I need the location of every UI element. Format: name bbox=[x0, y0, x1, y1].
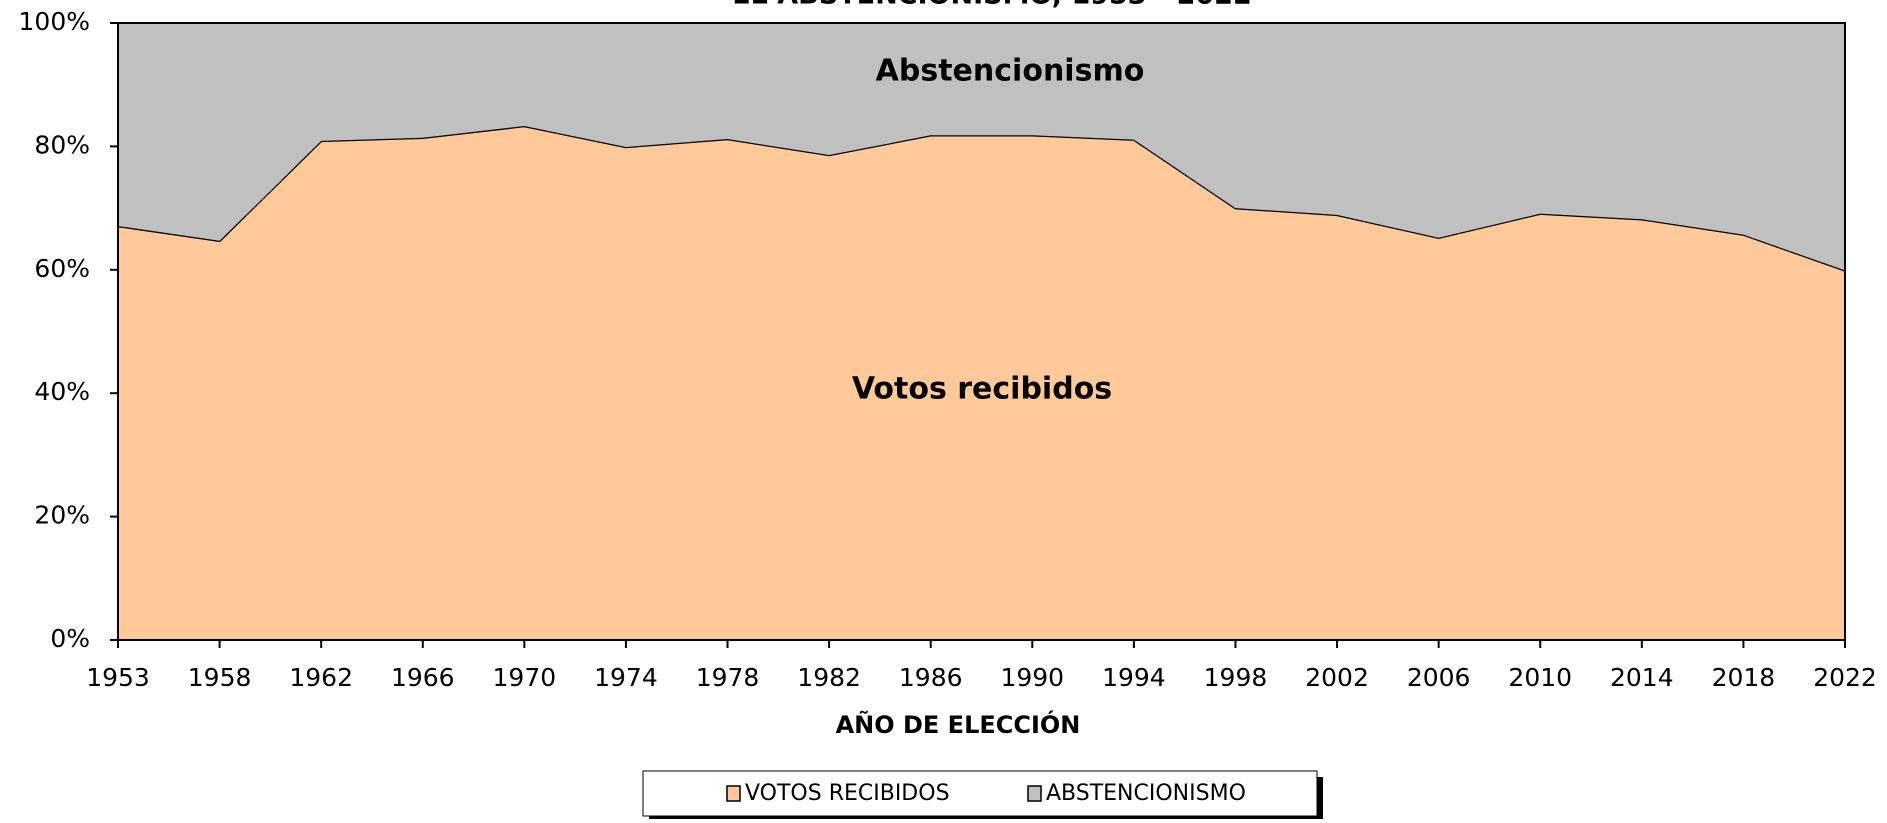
y-tick-label: 20% bbox=[34, 501, 90, 530]
y-tick-label: 40% bbox=[34, 377, 90, 406]
x-tick-label: 1966 bbox=[391, 663, 455, 692]
x-tick-label: 2018 bbox=[1712, 663, 1776, 692]
x-tick-label: 1970 bbox=[493, 663, 557, 692]
x-tick-label: 1953 bbox=[86, 663, 150, 692]
area bbox=[118, 23, 1845, 271]
x-axis-label: AÑO DE ELECCIÓN bbox=[836, 709, 1081, 739]
x-tick-label: 2010 bbox=[1508, 663, 1572, 692]
x-tick-label: 1962 bbox=[289, 663, 353, 692]
y-tick-label: 100% bbox=[19, 7, 90, 36]
x-tick-label: 2006 bbox=[1407, 663, 1471, 692]
x-tick-label: 2022 bbox=[1813, 663, 1877, 692]
legend-label: ABSTENCIONISMO bbox=[1046, 781, 1246, 806]
legend-swatch bbox=[1027, 785, 1042, 802]
x-tick-label: 1998 bbox=[1204, 663, 1268, 692]
chart-title: EL ABSTENCIONISMO, 1953 - 2022 bbox=[732, 0, 1252, 11]
x-tick-label: 1974 bbox=[594, 663, 658, 692]
y-tick-label: 0% bbox=[50, 624, 90, 653]
legend-box bbox=[642, 770, 1318, 817]
x-tick-label: 1986 bbox=[899, 663, 963, 692]
x-tick-label: 1958 bbox=[188, 663, 252, 692]
legend-label: VOTOS RECIBIDOS bbox=[745, 781, 950, 806]
x-tick-label: 1990 bbox=[1000, 663, 1064, 692]
x-tick-label: 1978 bbox=[696, 663, 760, 692]
legend-swatch bbox=[726, 785, 741, 802]
x-tick-label: 1982 bbox=[797, 663, 861, 692]
y-tick-label: 60% bbox=[34, 254, 90, 283]
x-tick-label: 2002 bbox=[1305, 663, 1369, 692]
area bbox=[118, 126, 1845, 640]
annotation: Votos recibidos bbox=[852, 372, 1112, 407]
x-tick-label: 1994 bbox=[1102, 663, 1166, 692]
x-tick-label: 2014 bbox=[1610, 663, 1674, 692]
y-tick-label: 80% bbox=[34, 130, 90, 159]
plot-frame bbox=[117, 22, 1846, 641]
annotation: Abstencionismo bbox=[876, 54, 1145, 89]
